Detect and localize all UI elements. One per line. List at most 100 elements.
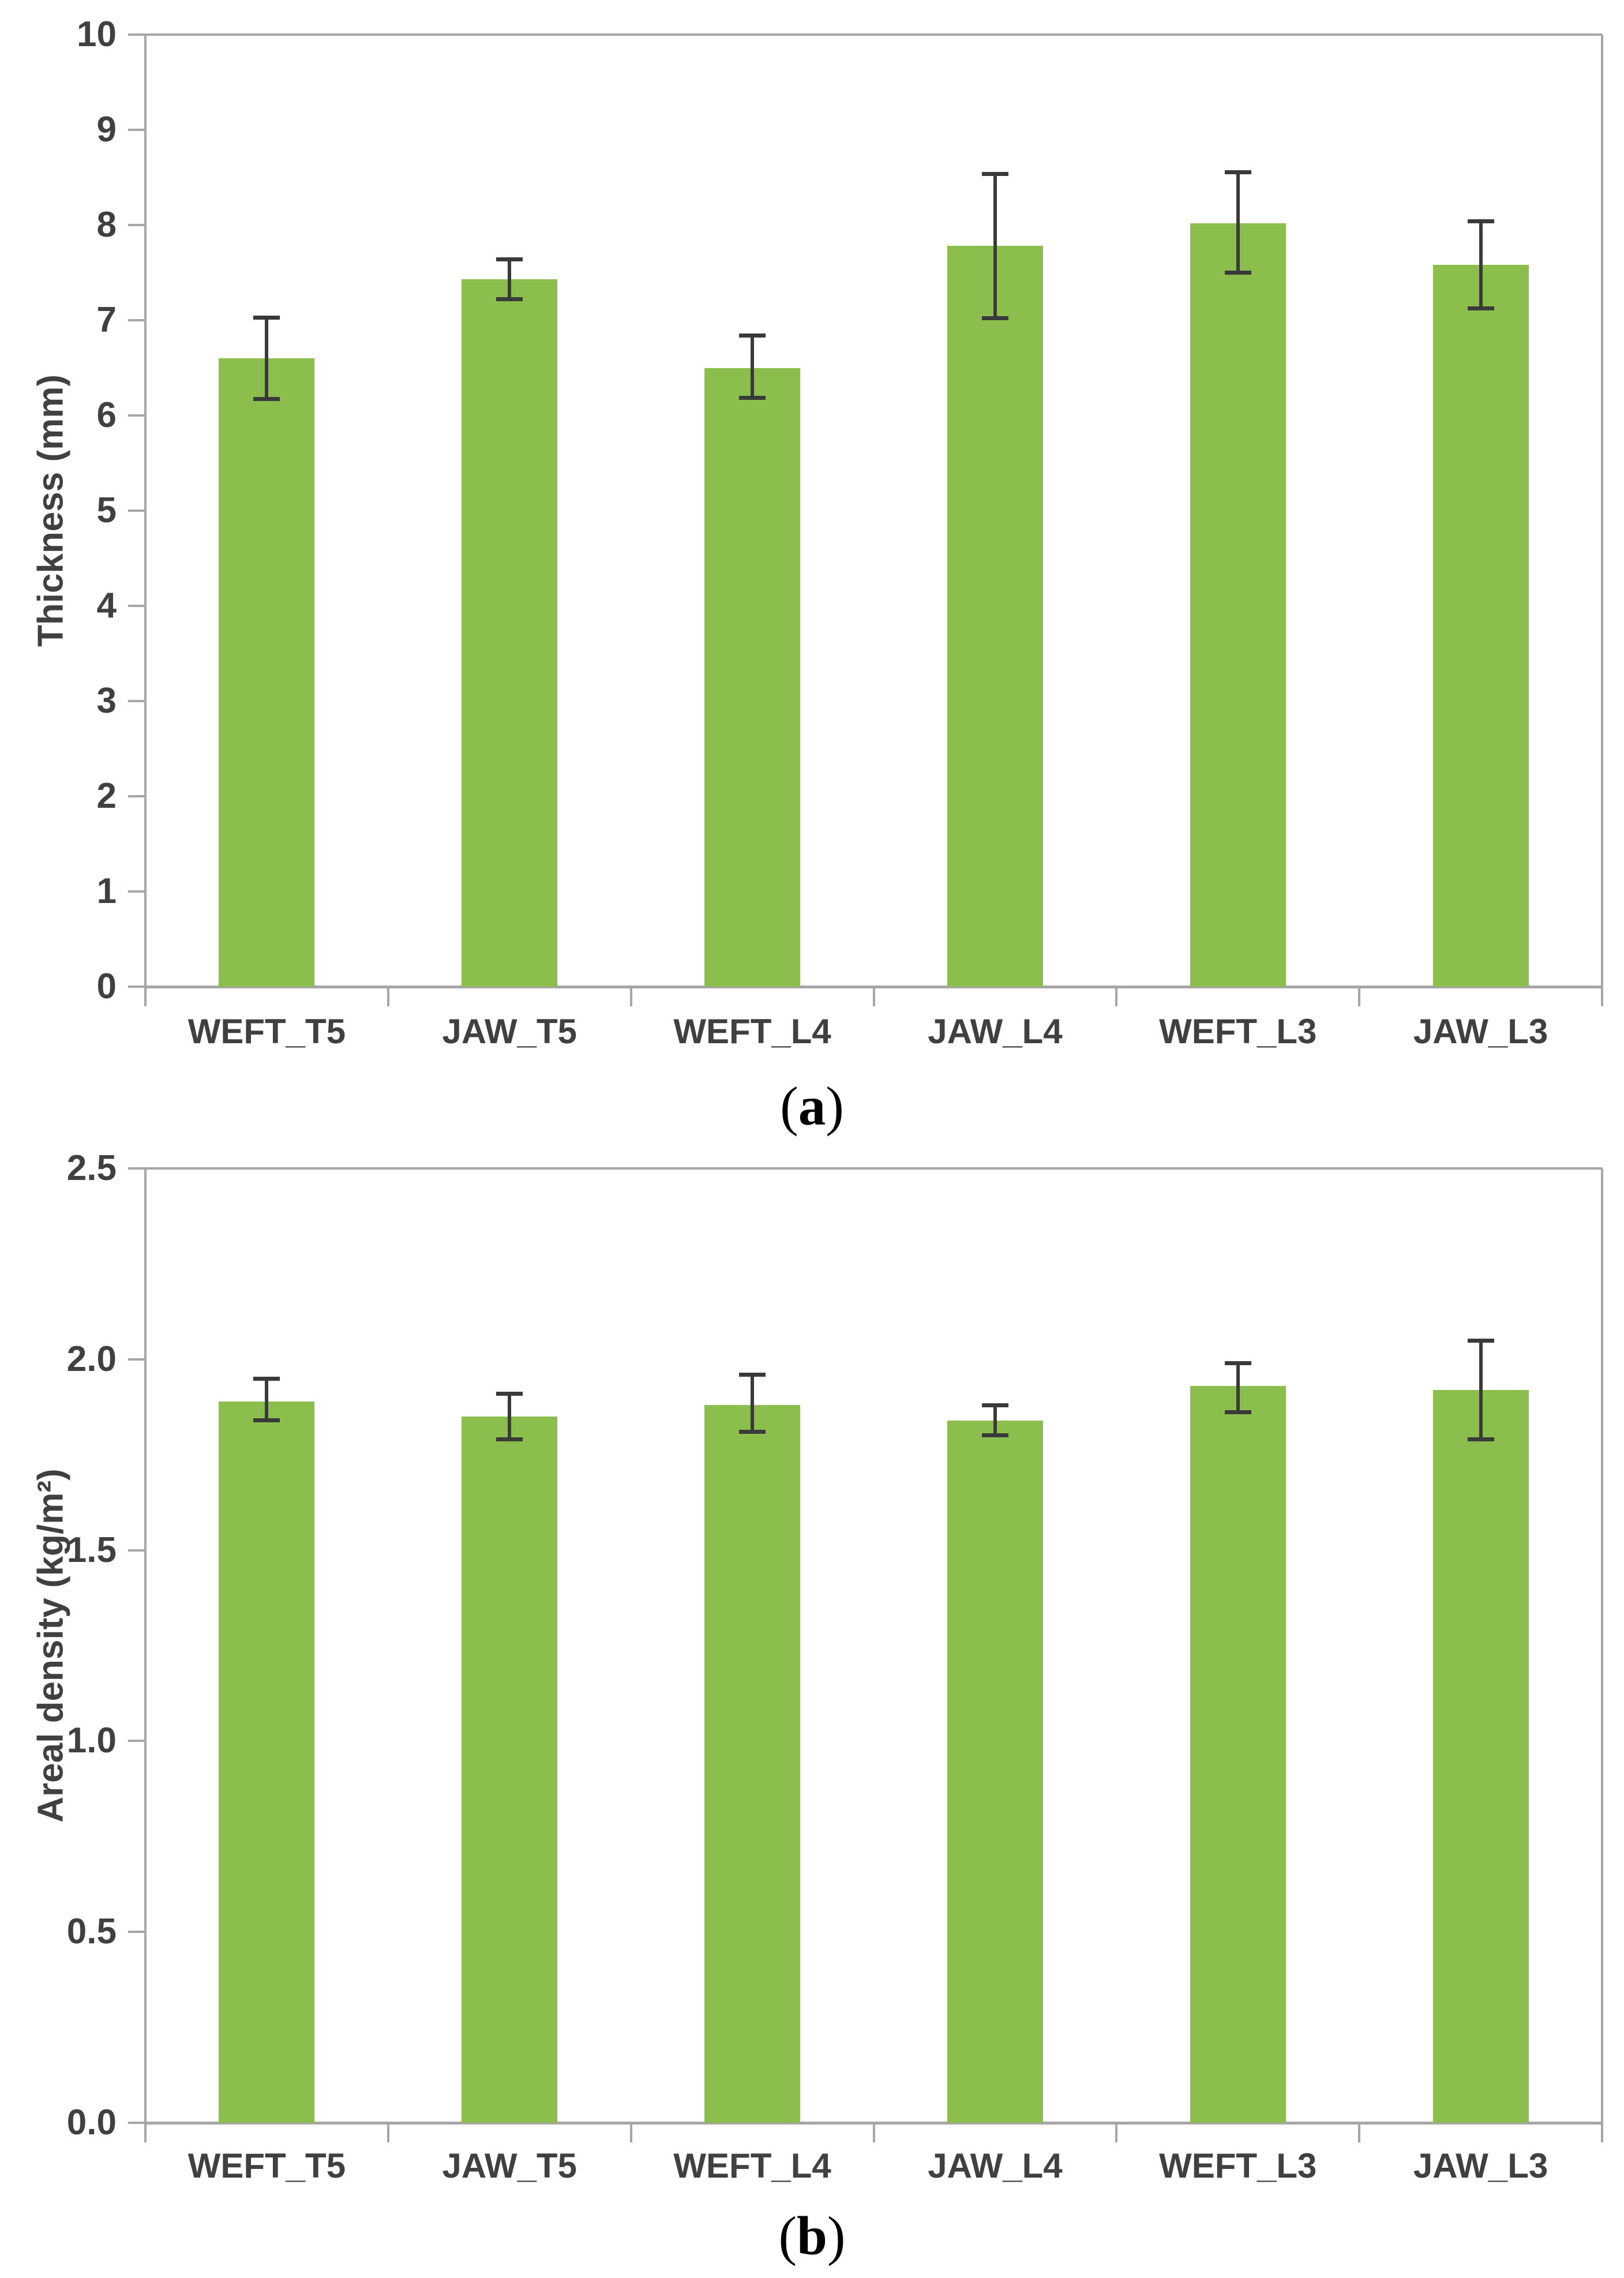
error-bar-stem-weft_l3	[1236, 1363, 1240, 1413]
caption-b-open-paren: (	[778, 2205, 797, 2266]
caption-a: (a)	[0, 1074, 1624, 1138]
bar-jaw_t5	[462, 279, 558, 987]
error-bar-cap-bottom-jaw_t5	[496, 1437, 523, 1441]
y-tick-label: 10	[77, 14, 117, 54]
error-bar-stem-jaw_l3	[1479, 221, 1483, 309]
error-bar-cap-bottom-jaw_t5	[496, 297, 523, 301]
error-bar-cap-bottom-jaw_l3	[1467, 1437, 1494, 1441]
x-category-label-jaw_l3: JAW_L3	[1413, 2146, 1548, 2185]
y-tick-mark	[128, 1931, 145, 1934]
error-bar-cap-top-jaw_l3	[1467, 1338, 1494, 1343]
y-tick-label: 4	[96, 586, 117, 625]
x-category-label-jaw_t5: JAW_T5	[442, 1012, 577, 1051]
bar-weft_t5	[219, 358, 315, 987]
y-tick-label: 1.5	[66, 1530, 117, 1570]
error-bar-stem-jaw_l4	[993, 173, 997, 319]
y-tick-mark	[128, 795, 145, 797]
bar-weft_l4	[704, 1405, 801, 2123]
error-bar-cap-top-jaw_l3	[1467, 219, 1494, 224]
y-tick-mark	[128, 605, 145, 607]
x-category-label-weft_l4: WEFT_L4	[673, 1012, 831, 1051]
y-tick-label: 0	[96, 966, 117, 1006]
x-tick-mark	[144, 2123, 147, 2142]
error-bar-stem-jaw_t5	[508, 1393, 512, 1440]
error-bar-cap-bottom-jaw_l3	[1467, 306, 1494, 311]
error-bar-cap-top-jaw_l4	[981, 1403, 1008, 1408]
y-tick-mark	[128, 414, 145, 417]
caption-a-open-paren: (	[780, 1076, 798, 1137]
x-category-label-weft_l3: WEFT_L3	[1159, 1012, 1317, 1051]
bar-weft_t5	[219, 1401, 315, 2123]
y-tick-mark	[128, 2122, 145, 2124]
y-tick-mark	[128, 319, 145, 321]
bar-weft_l3	[1190, 223, 1286, 987]
x-category-label-weft_t5: WEFT_T5	[187, 1012, 346, 1051]
x-tick-mark	[1358, 987, 1361, 1006]
x-tick-mark	[387, 987, 389, 1006]
x-tick-mark	[629, 987, 632, 1006]
x-category-label-jaw_t5: JAW_T5	[442, 2146, 577, 2185]
caption-a-letter: a	[798, 1076, 826, 1137]
x-tick-mark	[872, 2123, 875, 2142]
plot-right-border	[1601, 35, 1603, 987]
y-tick-label: 7	[96, 300, 117, 340]
y-tick-label: 2.0	[66, 1339, 117, 1379]
x-tick-mark	[144, 987, 147, 1006]
error-bar-cap-top-weft_l3	[1224, 1361, 1251, 1366]
bar-weft_l4	[704, 368, 801, 987]
plot-right-border	[1601, 1168, 1603, 2123]
x-tick-mark	[1115, 987, 1118, 1006]
x-category-label-jaw_l3: JAW_L3	[1413, 1012, 1548, 1051]
x-category-label-jaw_l4: JAW_L4	[928, 1012, 1063, 1051]
y-tick-mark	[128, 890, 145, 893]
y-tick-label: 1	[96, 871, 117, 911]
y-tick-mark	[128, 1740, 145, 1743]
bar-weft_l3	[1190, 1386, 1286, 2123]
error-bar-cap-top-weft_t5	[253, 1376, 280, 1381]
y-tick-mark	[128, 1167, 145, 1170]
y-axis-title-areal-density: Areal density (kg/m²)	[31, 1468, 71, 1823]
error-bar-cap-top-weft_l4	[739, 1373, 766, 1377]
x-tick-mark	[1358, 2123, 1361, 2142]
y-tick-label: 6	[96, 395, 117, 435]
error-bar-stem-jaw_l3	[1479, 1340, 1483, 1440]
x-category-label-weft_l3: WEFT_L3	[1159, 2146, 1317, 2185]
x-category-label-weft_l4: WEFT_L4	[673, 2146, 831, 2185]
caption-b-letter: b	[797, 2205, 827, 2266]
y-axis-line	[144, 35, 147, 987]
y-tick-mark	[128, 986, 145, 988]
y-tick-mark	[128, 1549, 145, 1552]
x-category-label-weft_t5: WEFT_T5	[187, 2146, 346, 2185]
error-bar-stem-jaw_t5	[508, 259, 512, 299]
y-axis-line	[144, 1168, 147, 2123]
x-tick-mark	[629, 2123, 632, 2142]
error-bar-cap-top-jaw_t5	[496, 1392, 523, 1396]
y-tick-mark	[128, 33, 145, 36]
caption-b: (b)	[0, 2204, 1624, 2268]
error-bar-cap-top-weft_l4	[739, 334, 766, 338]
y-tick-label: 5	[96, 490, 117, 530]
bar-jaw_l4	[947, 1420, 1043, 2123]
y-tick-label: 0.5	[66, 1912, 117, 1952]
plot-top-border	[145, 1167, 1602, 1170]
error-bar-stem-weft_l4	[751, 335, 755, 399]
bar-jaw_l4	[947, 246, 1043, 987]
x-tick-mark	[872, 987, 875, 1006]
error-bar-stem-jaw_l4	[993, 1405, 997, 1436]
y-tick-mark	[128, 224, 145, 226]
y-tick-mark	[128, 129, 145, 131]
error-bar-cap-top-jaw_l4	[981, 171, 1008, 176]
error-bar-cap-bottom-weft_t5	[253, 396, 280, 401]
error-bar-cap-bottom-weft_l4	[739, 1429, 766, 1434]
error-bar-stem-weft_t5	[265, 317, 269, 399]
x-tick-mark	[1601, 2123, 1603, 2142]
error-bar-cap-bottom-weft_l4	[739, 396, 766, 400]
x-tick-mark	[1601, 987, 1603, 1006]
error-bar-cap-bottom-jaw_l4	[981, 1433, 1008, 1438]
y-tick-label: 2.5	[66, 1148, 117, 1188]
error-bar-stem-weft_l3	[1236, 171, 1240, 273]
y-tick-mark	[128, 509, 145, 512]
y-tick-mark	[128, 1358, 145, 1361]
y-tick-label: 0.0	[66, 2103, 117, 2142]
